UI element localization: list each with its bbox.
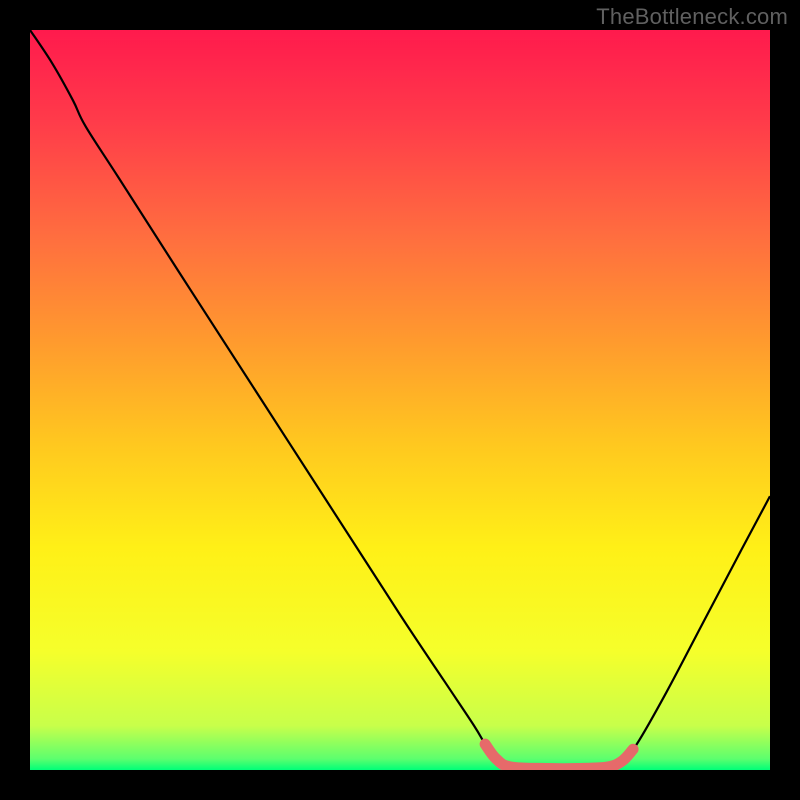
watermark-text: TheBottleneck.com xyxy=(596,4,788,30)
highlight-layer xyxy=(30,30,770,770)
plot-area xyxy=(30,30,770,770)
chart-stage: TheBottleneck.com xyxy=(0,0,800,800)
optimal-range-highlight xyxy=(485,744,633,769)
